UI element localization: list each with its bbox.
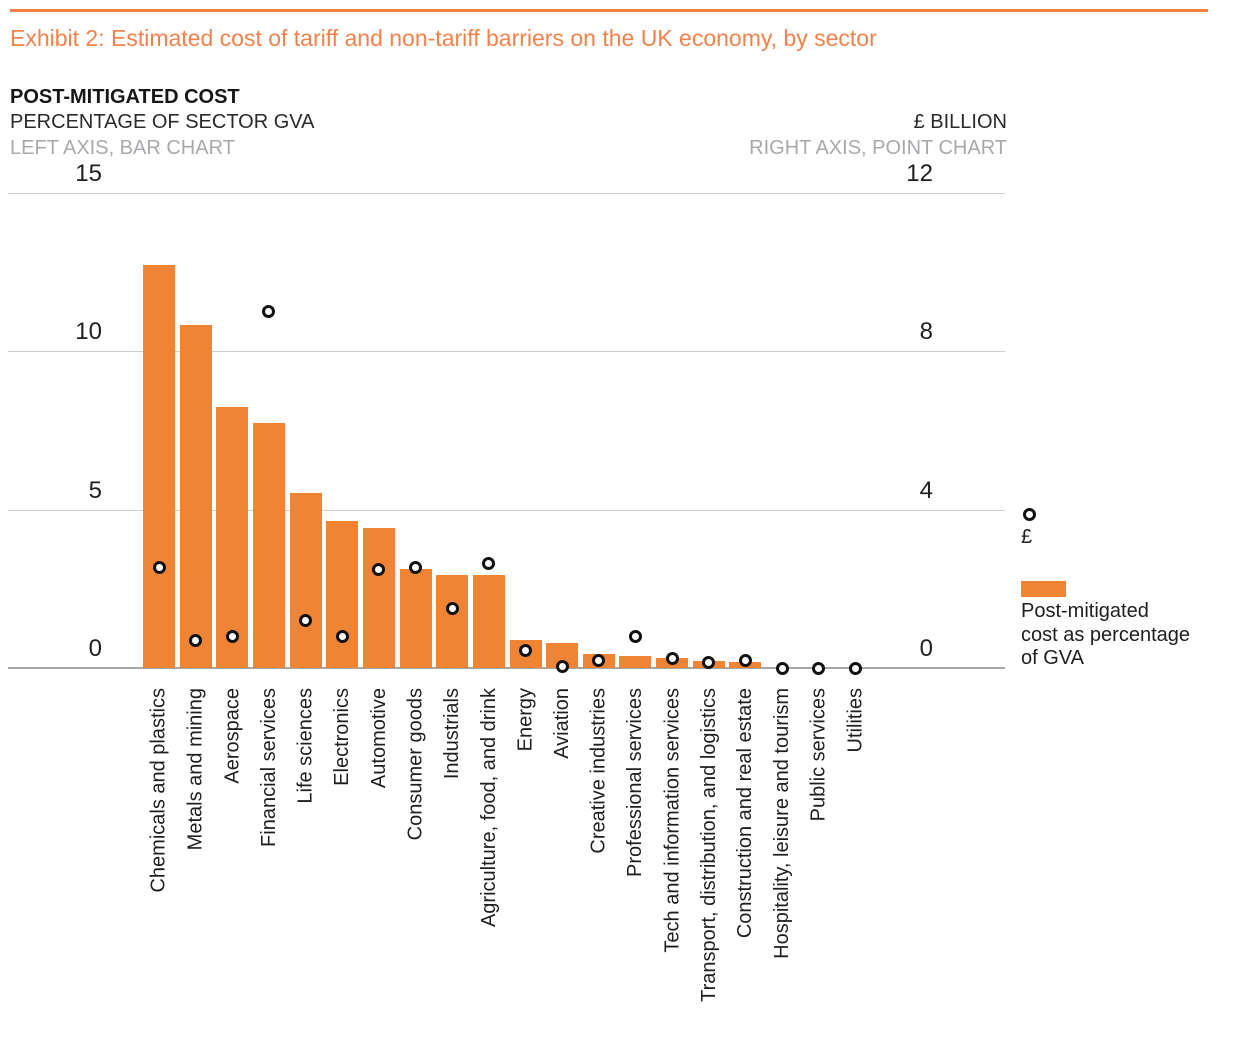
- legend-point-marker-icon: [1023, 508, 1036, 521]
- left-axis-tick-label: 0: [88, 635, 102, 662]
- category-label-text: Agriculture, food, and drink: [477, 688, 500, 928]
- bar: [362, 527, 395, 668]
- category-label-text: Aviation: [551, 688, 574, 759]
- category-label: Transport, distribution, and logistics: [674, 688, 720, 1002]
- gridline: [8, 509, 1005, 511]
- legend-bar-label-line: of GVA: [1021, 647, 1084, 669]
- point-marker: [335, 629, 349, 643]
- category-label-text: Financial services: [257, 688, 280, 847]
- point-marker: [555, 659, 569, 673]
- bar: [179, 325, 212, 668]
- category-label: Tech and information services: [637, 688, 683, 953]
- legend-bar-label: Post-mitigated cost as percentage of GVA: [1021, 600, 1190, 671]
- category-label-text: Professional services: [624, 688, 647, 877]
- category-label: Consumer goods: [381, 688, 427, 840]
- top-rule: [10, 9, 1208, 12]
- chart-title: POST-MITIGATED COST: [10, 86, 240, 108]
- category-label: Aviation: [527, 688, 573, 759]
- category-label-text: Electronics: [331, 688, 354, 786]
- point-marker: [299, 614, 313, 627]
- category-label-text: Tech and information services: [661, 688, 684, 953]
- bar: [326, 521, 359, 668]
- point-marker: [775, 661, 789, 675]
- category-label-text: Aerospace: [221, 688, 244, 784]
- legend-bar-label-line: cost as percentage: [1021, 623, 1190, 646]
- point-marker: [628, 629, 642, 643]
- x-axis-baseline: [8, 667, 1005, 669]
- bar: [472, 575, 505, 668]
- category-label-text: Industrials: [441, 688, 464, 780]
- category-label: Public services: [784, 688, 830, 821]
- left-axis-note: LEFT AXIS, BAR CHART: [10, 137, 235, 159]
- point-marker: [665, 651, 679, 665]
- category-label-text: Energy: [514, 688, 537, 752]
- category-label-text: Automotive: [367, 688, 390, 789]
- point-marker: [152, 560, 166, 574]
- bar: [436, 575, 469, 668]
- category-label: Electronics: [307, 688, 353, 786]
- legend-point-label: £: [1021, 526, 1033, 548]
- bar: [619, 655, 652, 668]
- category-label: Financial services: [234, 688, 280, 847]
- exhibit-title: Exhibit 2: Estimated cost of tariff and …: [10, 25, 877, 51]
- category-label: Construction and real estate: [710, 688, 756, 938]
- category-label: Professional services: [600, 688, 646, 877]
- category-label-text: Construction and real estate: [734, 688, 757, 939]
- left-axis-tick-label: 15: [75, 160, 102, 187]
- category-label: Hospitality, leisure and tourism: [747, 688, 793, 959]
- point-marker: [702, 655, 716, 669]
- bar: [289, 492, 322, 668]
- bar: [252, 423, 285, 668]
- category-label-text: Consumer goods: [404, 688, 427, 841]
- right-axis-note: RIGHT AXIS, POINT CHART: [749, 137, 1007, 159]
- bar: [143, 264, 175, 668]
- point-marker: [225, 629, 239, 643]
- category-label-text: Metals and mining: [184, 688, 207, 851]
- bar: [399, 568, 432, 668]
- right-axis-subtitle: £ BILLION: [913, 111, 1007, 133]
- point-marker: [445, 602, 459, 616]
- left-axis-tick-label: 10: [75, 318, 102, 346]
- point-marker: [592, 653, 606, 667]
- point-marker: [738, 653, 752, 667]
- category-label-text: Transport, distribution, and logistics: [697, 688, 720, 1002]
- category-label: Agriculture, food, and drink: [454, 688, 500, 927]
- category-label: Aerospace: [197, 688, 243, 784]
- category-label: Chemicals and plastics: [124, 688, 170, 893]
- category-label-text: Utilities: [844, 688, 867, 753]
- left-axis-subtitle: PERCENTAGE OF SECTOR GVA: [10, 111, 315, 133]
- point-marker: [372, 562, 386, 576]
- category-label-text: Life sciences: [294, 688, 317, 804]
- point-marker: [519, 643, 532, 657]
- right-axis-tick-label: 8: [919, 318, 933, 346]
- right-axis-tick-label: 12: [906, 160, 933, 187]
- right-axis-tick-label: 4: [919, 476, 933, 504]
- category-label-text: Chemicals and plastics: [148, 688, 170, 893]
- bar: [216, 407, 249, 668]
- gridline: [8, 351, 1005, 353]
- gridline: [8, 193, 1005, 194]
- category-label-text: Creative industries: [587, 688, 610, 854]
- point-marker: [482, 556, 496, 570]
- point-marker: [189, 633, 203, 647]
- category-label: Creative industries: [564, 688, 610, 854]
- category-label: Life sciences: [271, 688, 317, 804]
- point-marker: [812, 661, 826, 675]
- category-label: Metals and mining: [161, 688, 207, 850]
- left-axis-tick-label: 5: [88, 476, 102, 504]
- point-marker: [262, 305, 276, 319]
- category-label: Automotive: [344, 688, 390, 788]
- right-axis-tick-label: 0: [919, 635, 933, 662]
- legend-bar-label-line: Post-mitigated: [1021, 600, 1149, 622]
- point-marker: [848, 661, 862, 675]
- category-label: Utilities: [820, 688, 866, 752]
- point-marker: [409, 560, 423, 574]
- category-label: Industrials: [417, 688, 463, 779]
- category-label-text: Hospitality, leisure and tourism: [771, 688, 794, 959]
- category-label-text: Public services: [807, 688, 830, 822]
- legend-bar-swatch: [1021, 581, 1066, 597]
- category-label: Energy: [491, 688, 537, 751]
